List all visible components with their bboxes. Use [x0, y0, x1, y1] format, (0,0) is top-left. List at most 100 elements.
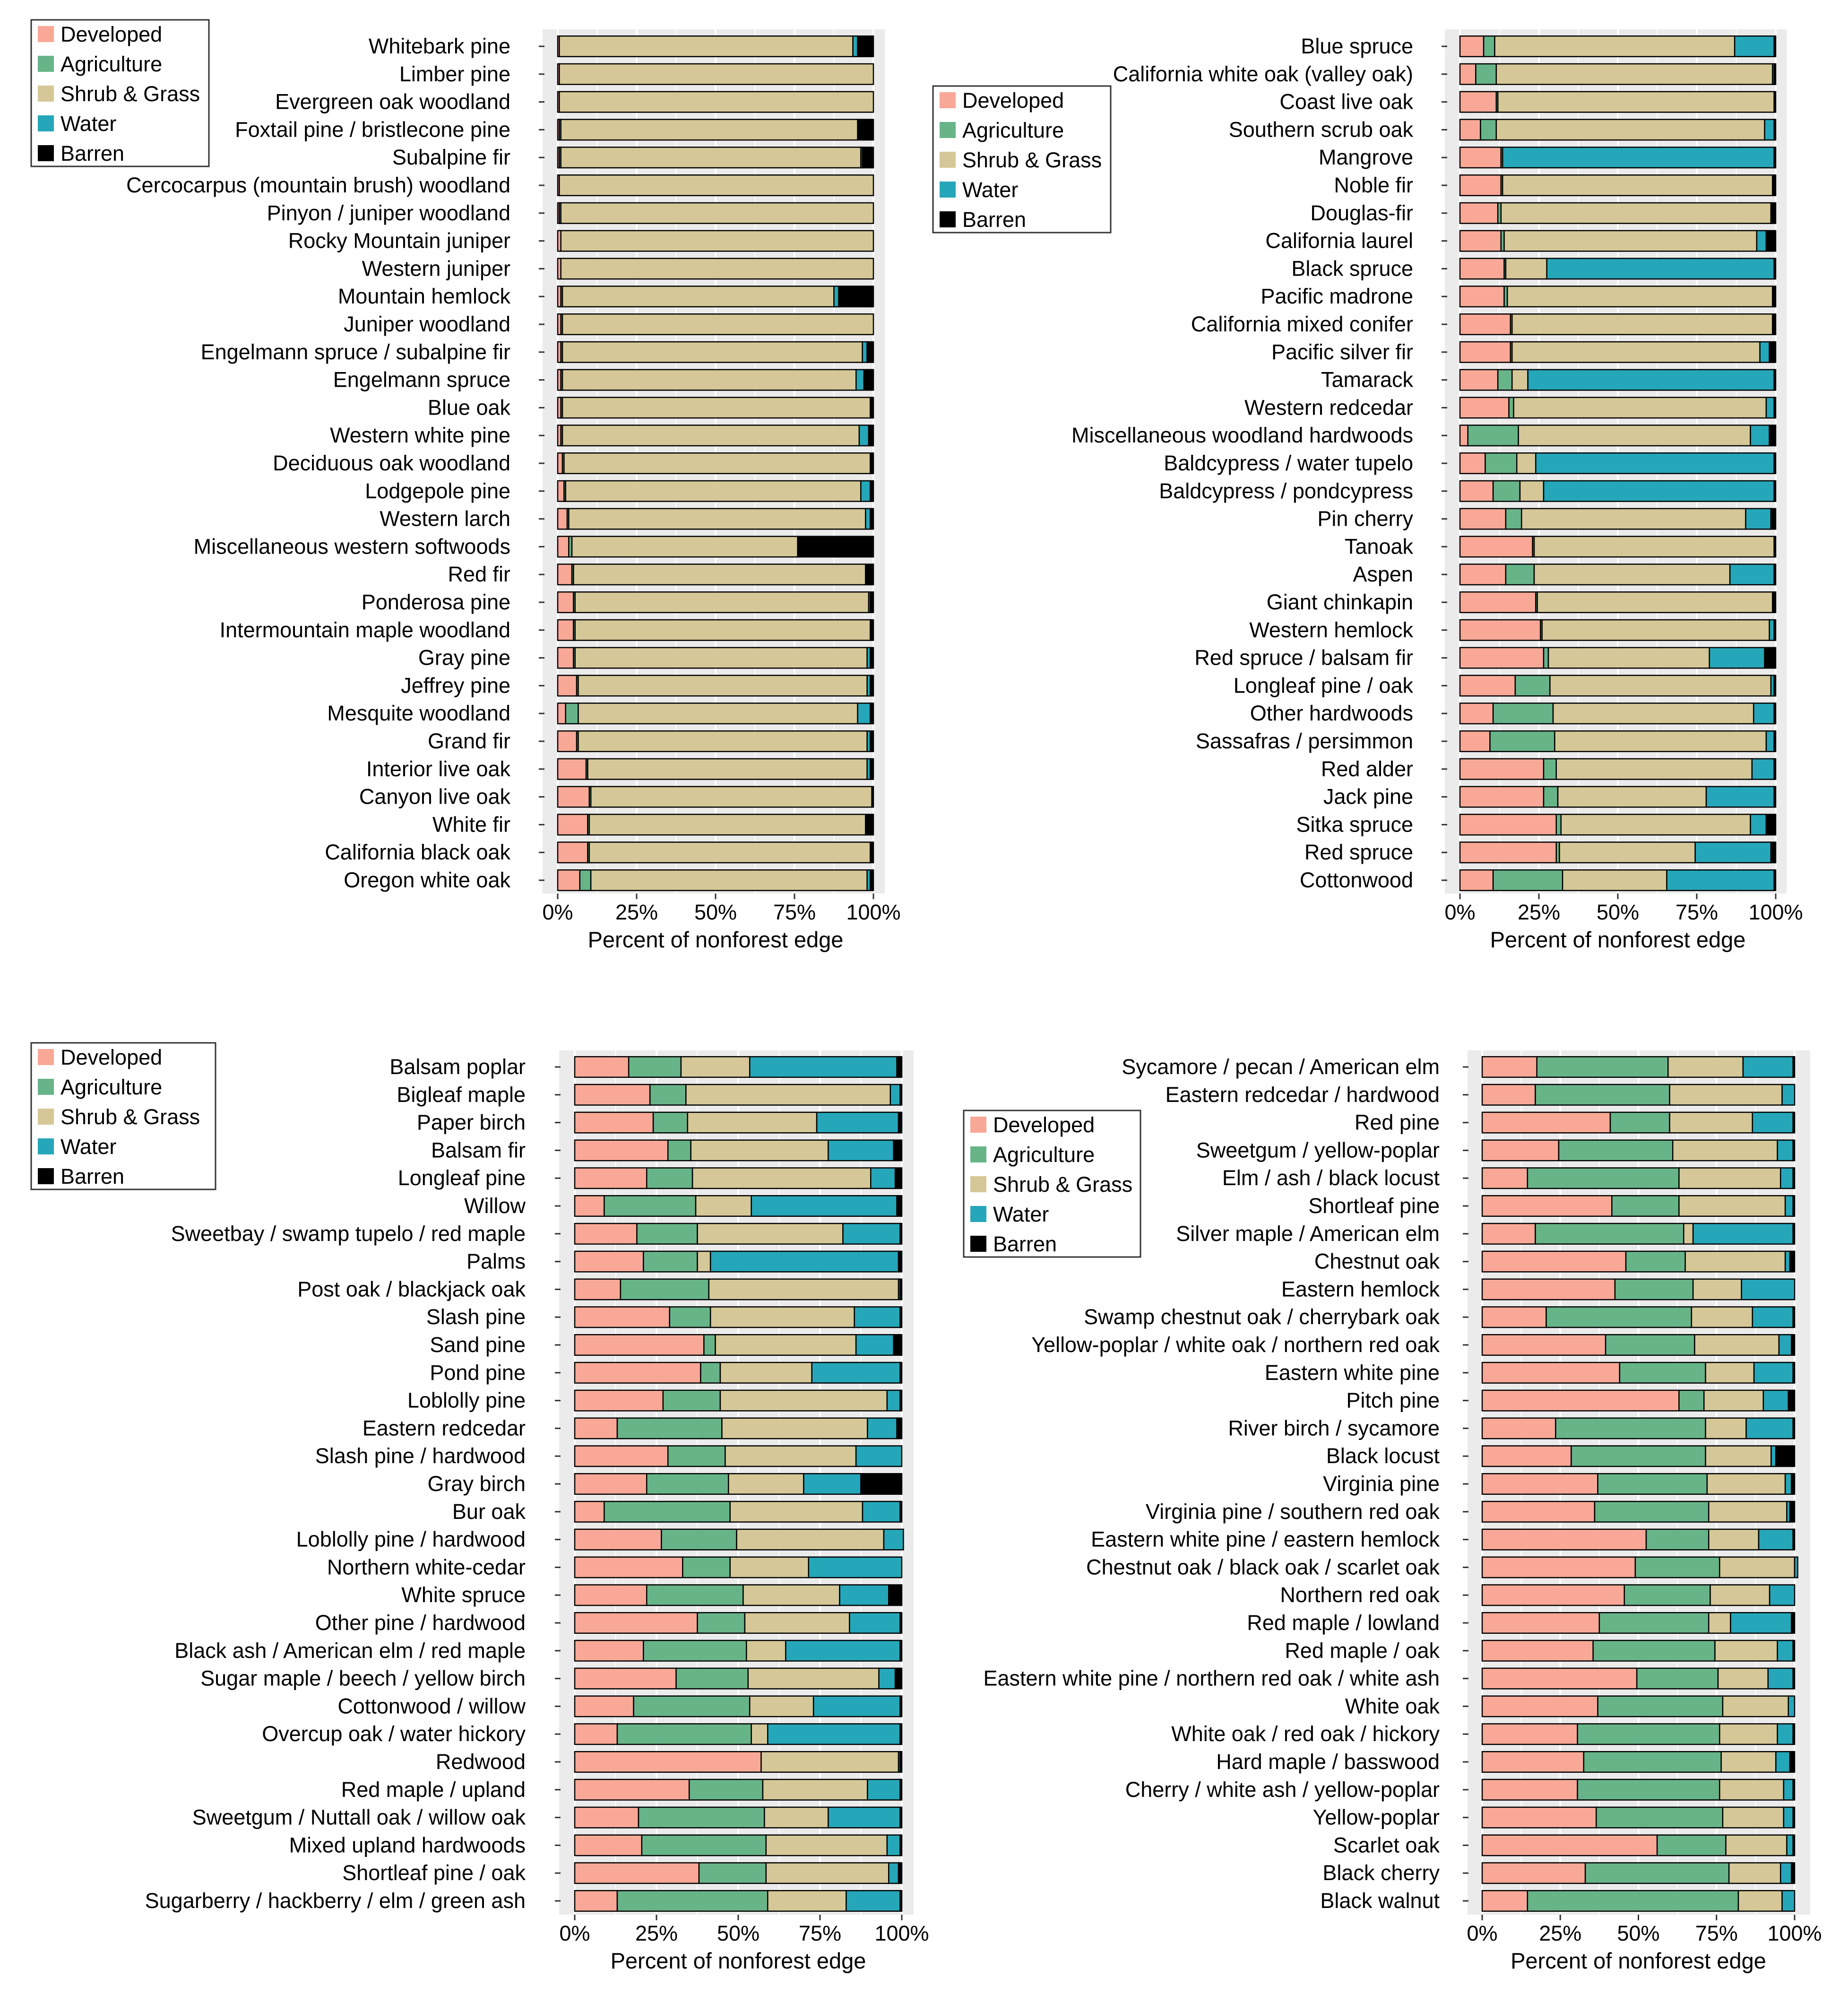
bar-segment-developed	[1481, 1167, 1528, 1189]
category-label: Douglas-fir	[1310, 201, 1413, 225]
bar-segment-shrub-grass	[715, 1334, 857, 1356]
bar-segment-developed	[1459, 452, 1486, 475]
bar-segment-developed	[1459, 230, 1502, 252]
bar-segment-shrub-grass	[1505, 258, 1547, 280]
bar-segment-agriculture	[675, 1667, 749, 1690]
bar-segment-shrub-grass	[749, 1695, 814, 1717]
bar-segment-developed	[557, 814, 588, 836]
bar-segment-developed	[1459, 258, 1505, 280]
bar-segment-shrub-grass	[578, 730, 868, 753]
bar-segment-shrub-grass	[1678, 1167, 1781, 1189]
bar-segment-water	[1745, 1417, 1794, 1439]
bar-segment-shrub-grass	[1549, 675, 1772, 697]
chart-panel-3: Balsam poplar Bigleaf maple Paper birch Bal…	[30, 1042, 929, 1973]
bar-segment-barren	[1773, 786, 1777, 808]
category-label: Gray birch	[427, 1472, 526, 1496]
category-label: Shortleaf pine	[1308, 1194, 1440, 1218]
bar-segment-barren	[1773, 564, 1777, 586]
bar-segment-water	[858, 425, 870, 447]
bar-segment-agriculture	[1598, 1612, 1710, 1634]
bar-segment-barren	[1773, 869, 1777, 892]
bar-segment-developed	[557, 508, 568, 530]
bar-segment-developed	[1481, 1473, 1598, 1495]
bar-segment-agriculture	[641, 1834, 767, 1856]
bar-segment-water	[839, 1584, 889, 1606]
bar-segment-barren	[1770, 508, 1777, 530]
bar-segment-shrub-grass	[1720, 1751, 1777, 1773]
bar-segment-water	[1742, 1056, 1794, 1078]
bar-segment-barren	[870, 647, 874, 669]
bar-segment-developed	[1459, 147, 1502, 169]
bar-segment-barren	[863, 369, 874, 391]
bar-segment-water	[1527, 369, 1775, 391]
bar-segment-shrub-grass	[690, 1139, 829, 1162]
category-label: Sweetbay / swamp tupelo / red maple	[171, 1222, 526, 1246]
bar-segment-shrub-grass	[743, 1584, 840, 1606]
bar-segment-shrub-grass	[697, 1250, 711, 1273]
bar-segment-developed	[1481, 1751, 1585, 1773]
bar-segment-shrub-grass	[1684, 1250, 1786, 1273]
bar-segment-barren	[893, 1139, 903, 1162]
bar-segment-barren	[1792, 1723, 1796, 1745]
bar-segment-shrub-grass	[1737, 1890, 1783, 1912]
bar-segment-water	[1767, 1667, 1794, 1690]
bar-segment-shrub-grass	[1503, 230, 1758, 252]
legend-label: Shrub & Grass	[60, 1105, 200, 1129]
bar-segment-water	[1745, 508, 1772, 530]
bar-segment-barren	[1775, 1445, 1796, 1467]
bar-segment-water	[857, 702, 871, 725]
bar-segment-water	[1780, 1167, 1794, 1189]
bar-segment-barren	[896, 1417, 903, 1439]
legend-swatch	[38, 1109, 54, 1125]
bar-segment-agriculture	[1535, 1084, 1670, 1106]
bar-segment-agriculture	[1625, 1250, 1686, 1273]
bar-segment-developed	[1481, 1056, 1537, 1078]
x-tick-label: 100%	[874, 1921, 929, 1945]
bar-segment-shrub-grass	[1669, 1084, 1783, 1106]
category-label: Chestnut oak / black oak / scarlet oak	[1086, 1555, 1440, 1579]
bar-segment-barren	[899, 1806, 903, 1829]
bar-segment-developed	[1459, 425, 1468, 447]
category-label: Redwood	[436, 1750, 526, 1774]
bar-segment-barren	[870, 758, 874, 780]
category-label: Juniper woodland	[344, 312, 510, 336]
bar-segment-barren	[899, 1695, 903, 1717]
bar-segment-developed	[1481, 1195, 1613, 1217]
bar-segment-developed	[574, 1723, 618, 1745]
bar-segment-shrub-grass	[1683, 1223, 1694, 1245]
bar-segment-agriculture	[1480, 119, 1497, 141]
category-label: Red spruce	[1304, 840, 1413, 864]
bar-segment-agriculture	[682, 1556, 731, 1578]
bar-segment-barren	[870, 841, 874, 864]
bar-segment-water	[865, 508, 871, 530]
bar-segment-shrub-grass	[721, 1417, 868, 1439]
bar-segment-barren	[870, 869, 874, 892]
bar-segment-developed	[1481, 1584, 1625, 1606]
bar-segment-agriculture	[667, 1139, 691, 1162]
category-label: Pacific silver fir	[1271, 340, 1413, 364]
bar-segment-shrub-grass	[751, 1723, 769, 1745]
bar-segment-water	[811, 1361, 901, 1384]
bar-segment-water	[860, 480, 871, 502]
bar-segment-developed	[574, 1167, 648, 1189]
legend-swatch	[940, 92, 956, 108]
bar-segment-barren	[1773, 730, 1777, 753]
bar-segment-shrub-grass	[744, 1612, 850, 1634]
bar-segment-barren	[1773, 147, 1777, 169]
x-tick-label: 75%	[1695, 1921, 1738, 1945]
category-label: California white oak (valley oak)	[1113, 62, 1413, 86]
bar-segment-developed	[1459, 91, 1497, 113]
bar-segment-water	[751, 1195, 898, 1217]
x-tick-label: 25%	[615, 900, 658, 924]
bar-segment-agriculture	[700, 1361, 721, 1384]
bar-segment-shrub-grass	[1518, 425, 1751, 447]
bar-segment-water	[862, 1500, 901, 1523]
category-label: Subalpine fir	[392, 145, 510, 169]
bar-segment-barren	[1773, 35, 1777, 58]
category-label: Deciduous oak woodland	[273, 451, 510, 475]
category-label: Aspen	[1353, 562, 1413, 586]
bar-segment-shrub-grass	[1511, 369, 1528, 391]
category-label: Red spruce / balsam fir	[1194, 646, 1413, 670]
bar-segment-water	[709, 1250, 899, 1273]
legend-label: Barren	[993, 1232, 1057, 1256]
